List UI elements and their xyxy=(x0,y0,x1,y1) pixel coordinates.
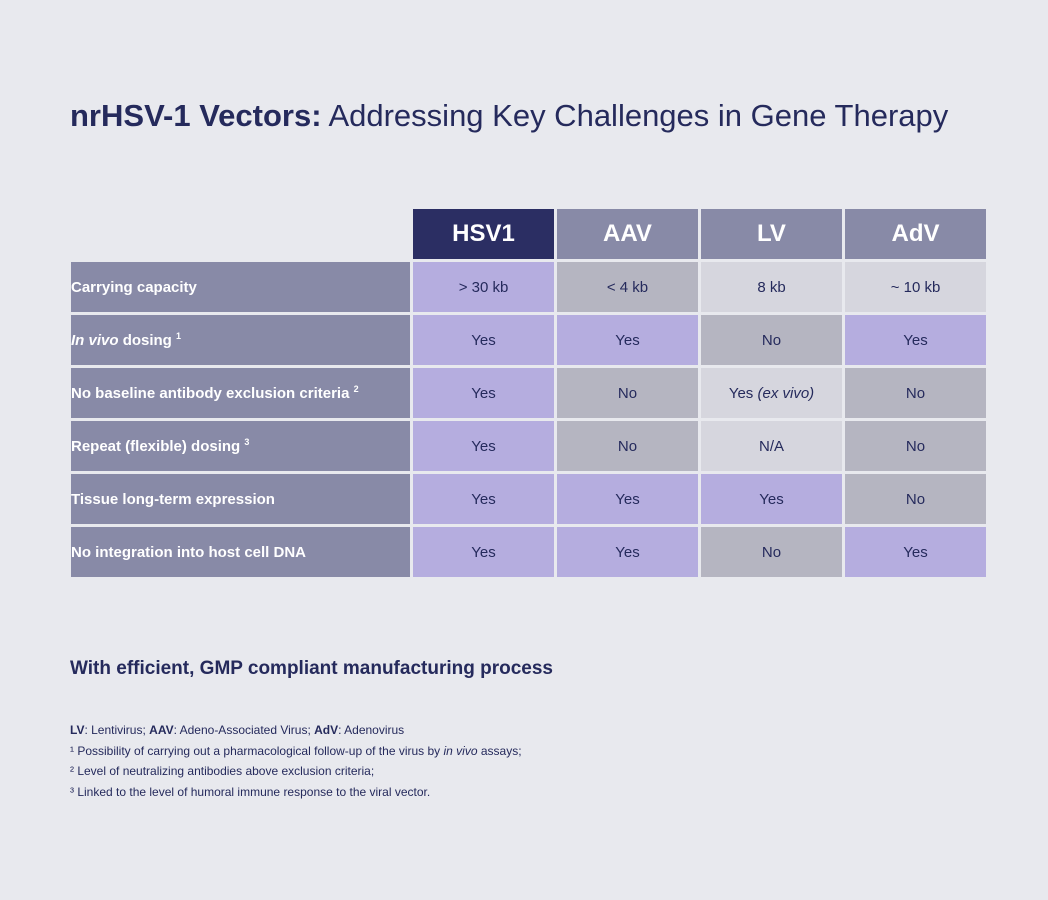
cell-value: No xyxy=(617,384,638,402)
row-label-italic: In vivo xyxy=(71,332,119,349)
abbrev-lv-text: : Lentivirus; xyxy=(84,723,150,737)
cell-value: No xyxy=(905,384,926,402)
row-label-text: No integration into host cell DNA xyxy=(71,543,306,561)
cell-value: Yes xyxy=(471,490,496,508)
row-label: In vivo dosing 1 xyxy=(71,315,410,365)
column-header-hsv1: HSV1 xyxy=(413,209,554,259)
row-label: No baseline antibody exclusion criteria … xyxy=(71,368,410,418)
cell-value: Yes xyxy=(471,384,496,402)
footnote-marker: 2 xyxy=(353,384,359,394)
page-title: nrHSV-1 Vectors: Addressing Key Challeng… xyxy=(70,95,948,137)
cell-value: No xyxy=(905,490,926,508)
cell-value: Yes xyxy=(471,543,496,561)
row-label-text: dosing xyxy=(122,332,172,349)
cell-aav: No xyxy=(557,368,698,418)
footnote-marker: 1 xyxy=(176,331,182,341)
cell-aav: Yes xyxy=(557,315,698,365)
row-label-text: Tissue long-term expression xyxy=(71,490,275,508)
cell-lv: Yes (ex vivo) xyxy=(701,368,842,418)
footnote-2: ² Level of neutralizing antibodies above… xyxy=(70,764,375,778)
cell-value: Yes xyxy=(903,543,928,561)
cell-lv: Yes xyxy=(701,474,842,524)
cell-value: Yes xyxy=(615,543,640,561)
cell-adv: No xyxy=(845,368,986,418)
cell-value: No xyxy=(761,543,782,561)
comparison-table: HSV1 AAV LV AdV Carrying capacity > 30 kb… xyxy=(68,206,989,580)
row-label: Tissue long-term expression xyxy=(71,474,410,524)
cell-lv: N/A xyxy=(701,421,842,471)
table-row: No baseline antibody exclusion criteria … xyxy=(71,368,986,418)
column-header-aav: AAV xyxy=(557,209,698,259)
title-light: Addressing Key Challenges in Gene Therap… xyxy=(328,98,949,133)
cell-adv: Yes xyxy=(845,315,986,365)
footnote-3: ³ Linked to the level of humoral immune … xyxy=(70,784,431,799)
table-header-row: HSV1 AAV LV AdV xyxy=(71,209,986,259)
cell-value: Yes xyxy=(759,490,784,508)
cell-hsv1: Yes xyxy=(413,421,554,471)
row-label: Repeat (flexible) dosing 3 xyxy=(71,421,410,471)
abbreviations-note: LV: Lentivirus; AAV: Adeno-Associated Vi… xyxy=(70,720,522,741)
cell-lv: 8 kb xyxy=(701,262,842,312)
cell-value: Yes xyxy=(728,384,754,402)
cell-adv: Yes xyxy=(845,527,986,577)
table-row: No integration into host cell DNA Yes Yes N… xyxy=(71,527,986,577)
row-label: Carrying capacity xyxy=(71,262,410,312)
cell-adv: No xyxy=(845,474,986,524)
cell-hsv1: Yes xyxy=(413,368,554,418)
abbrev-aav: AAV xyxy=(149,723,174,737)
cell-value-note: (ex vivo) xyxy=(757,384,815,402)
row-label-text: No baseline antibody exclusion criteria xyxy=(71,385,350,402)
cell-value: Yes xyxy=(471,331,496,349)
cell-value: N/A xyxy=(758,437,784,455)
row-label-text: Repeat (flexible) dosing xyxy=(71,438,241,455)
cell-value: No xyxy=(905,437,926,455)
cell-value: Yes xyxy=(903,331,928,349)
tagline: With efficient, GMP compliant manufactur… xyxy=(70,658,553,679)
cell-adv: No xyxy=(845,421,986,471)
cell-value: 8 kb xyxy=(757,278,786,296)
cell-value: < 4 kb xyxy=(606,278,649,296)
cell-lv: No xyxy=(701,527,842,577)
cell-aav: No xyxy=(557,421,698,471)
cell-value: > 30 kb xyxy=(458,278,509,296)
cell-aav: < 4 kb xyxy=(557,262,698,312)
cell-value: No xyxy=(617,437,638,455)
footnote-marker: 3 xyxy=(244,437,250,447)
footnote-1-post: assays; xyxy=(477,743,522,758)
cell-hsv1: Yes xyxy=(413,315,554,365)
column-header-adv: AdV xyxy=(845,209,986,259)
footnote-1: ¹ Possibility of carrying out a pharmaco… xyxy=(70,741,522,762)
cell-value: Yes xyxy=(471,437,496,455)
title-bold: nrHSV-1 Vectors: xyxy=(70,98,322,133)
cell-value: Yes xyxy=(615,331,640,349)
abbrev-adv-text: : Adenovirus xyxy=(338,723,405,737)
row-label: No integration into host cell DNA xyxy=(71,527,410,577)
footnote-1-pre: ¹ Possibility of carrying out a pharmaco… xyxy=(70,743,444,758)
cell-aav: Yes xyxy=(557,527,698,577)
cell-adv: ~ 10 kb xyxy=(845,262,986,312)
footnotes: LV: Lentivirus; AAV: Adeno-Associated Vi… xyxy=(70,720,522,802)
abbrev-adv: AdV xyxy=(314,723,339,737)
table-body: Carrying capacity > 30 kb < 4 kb 8 kb ~ 10 k… xyxy=(71,262,986,577)
cell-hsv1: > 30 kb xyxy=(413,262,554,312)
table-row: Repeat (flexible) dosing 3 Yes No N/A No xyxy=(71,421,986,471)
abbrev-lv: LV xyxy=(70,723,85,737)
row-label-text: Carrying capacity xyxy=(71,278,197,296)
cell-value: Yes xyxy=(615,490,640,508)
cell-value: ~ 10 kb xyxy=(890,278,941,296)
table-row: In vivo dosing 1 Yes Yes No Yes xyxy=(71,315,986,365)
cell-hsv1: Yes xyxy=(413,474,554,524)
cell-value: No xyxy=(761,331,782,349)
cell-hsv1: Yes xyxy=(413,527,554,577)
table-row: Tissue long-term expression Yes Yes Yes No xyxy=(71,474,986,524)
header-blank-cell xyxy=(71,209,410,259)
cell-aav: Yes xyxy=(557,474,698,524)
footnote-1-italic: in vivo xyxy=(443,743,478,758)
table-row: Carrying capacity > 30 kb < 4 kb 8 kb ~ 10 k… xyxy=(71,262,986,312)
abbrev-aav-text: : Adeno-Associated Virus; xyxy=(173,723,315,737)
column-header-lv: LV xyxy=(701,209,842,259)
cell-lv: No xyxy=(701,315,842,365)
